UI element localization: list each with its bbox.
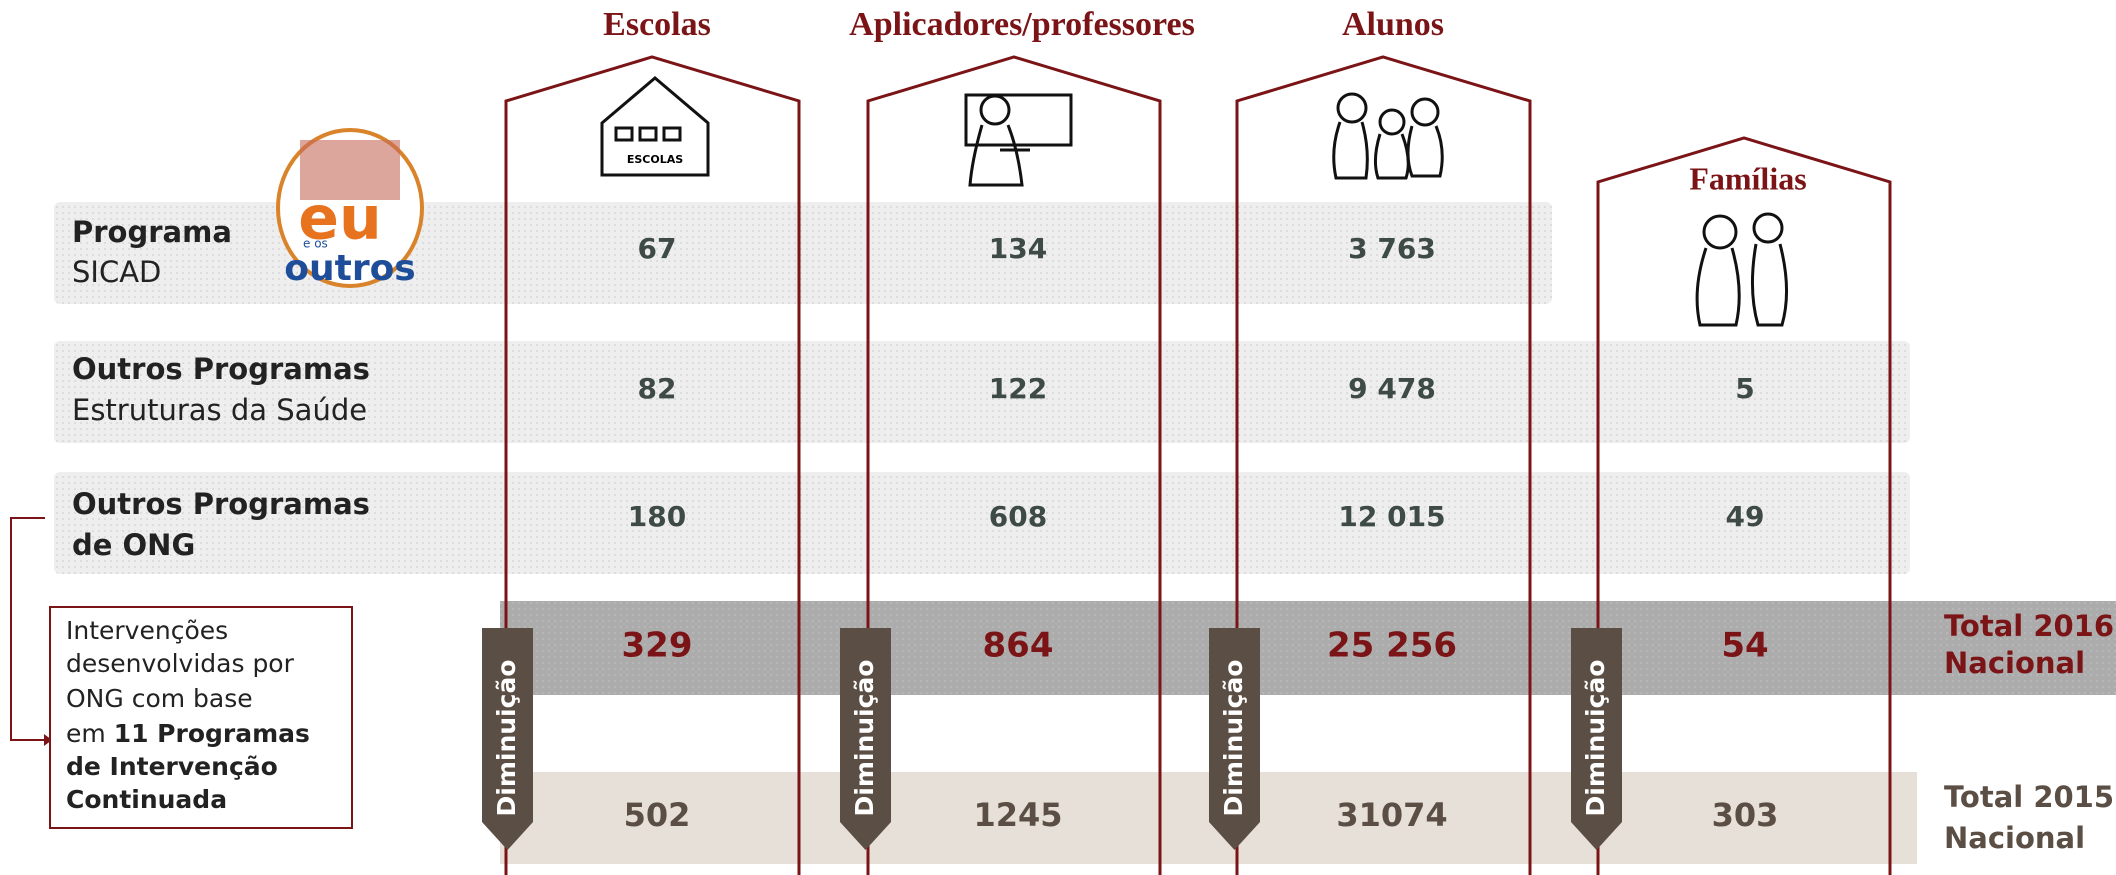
column-title: Alunos xyxy=(1342,6,1444,43)
cell-value: 82 xyxy=(638,372,677,405)
decrease-label: Diminuição xyxy=(1581,660,1610,817)
total-label: Total 2015 xyxy=(1944,780,2114,814)
note-line: em 11 Programas xyxy=(66,719,310,748)
row-band xyxy=(54,202,1552,304)
decrease-arrow xyxy=(1209,628,1260,850)
decrease-label: Diminuição xyxy=(1219,660,1248,817)
row-label: Outros Programas xyxy=(72,487,370,521)
logo-text: outros xyxy=(284,248,415,289)
column-title: Escolas xyxy=(603,6,711,43)
decrease-arrow xyxy=(840,628,891,850)
row-label: Programa xyxy=(72,215,232,249)
values: 67 134 3 763 82 122 9 478 5 180 608 12 015 49 329 86… xyxy=(482,232,1778,850)
row-band xyxy=(54,472,1910,574)
note: Intervenções desenvolvidas por ONG com b… xyxy=(66,616,310,814)
column-title: Aplicadores/professores xyxy=(849,6,1195,43)
icons xyxy=(600,76,1788,327)
logo-text: e os xyxy=(303,237,328,251)
cell-value: 12 015 xyxy=(1338,500,1445,533)
column-title: Famílias xyxy=(1689,160,1806,196)
cell-value: 67 xyxy=(638,232,677,265)
row-band xyxy=(54,341,1910,443)
cell-value: 122 xyxy=(989,372,1047,405)
note-line: em xyxy=(66,719,106,748)
decrease-label: Diminuição xyxy=(492,660,521,817)
row-label: Estruturas da Saúde xyxy=(72,393,367,427)
row-label: SICAD xyxy=(72,255,161,289)
total-band xyxy=(500,601,2116,695)
total-label: Nacional xyxy=(1944,646,2085,680)
note-line: ONG com base xyxy=(66,684,253,713)
cell-value: 608 xyxy=(989,500,1047,533)
icon-text: ESCOLAS xyxy=(627,153,683,166)
decrease-label: Diminuição xyxy=(850,660,879,817)
total-value: 864 xyxy=(983,626,1054,666)
note-box xyxy=(49,606,353,829)
cell-value: 49 xyxy=(1726,500,1765,533)
cell-value: 180 xyxy=(628,500,686,533)
total-value: 502 xyxy=(624,796,691,834)
total-value: 329 xyxy=(622,626,693,666)
cell-value: 3 763 xyxy=(1348,232,1436,265)
connector xyxy=(10,517,45,741)
logo: eu e os outros xyxy=(276,128,424,289)
total-value: 1245 xyxy=(973,796,1062,834)
total-labels: Total 2016 Nacional xyxy=(1944,609,2114,680)
cell-value: 9 478 xyxy=(1348,372,1436,405)
cell-value: 134 xyxy=(989,232,1047,265)
logo-text: eu xyxy=(298,184,381,254)
row-label: Outros Programas xyxy=(72,352,370,386)
column-frames xyxy=(504,55,1892,875)
note-line: Intervenções xyxy=(66,616,228,645)
note-line: 11 Programas xyxy=(114,719,310,748)
row-label: de ONG xyxy=(72,528,195,562)
total-labels: Total 2015 Nacional xyxy=(1944,780,2114,855)
total-band xyxy=(500,772,1917,864)
total-value: 25 256 xyxy=(1327,626,1457,666)
total-label: Nacional xyxy=(1944,821,2085,855)
cell-value: 5 xyxy=(1735,372,1754,405)
connector-arrow xyxy=(44,734,52,746)
total-label: Total 2016 xyxy=(1944,609,2114,643)
note-line: Continuada xyxy=(66,785,227,814)
note-line: desenvolvidas por xyxy=(66,649,295,678)
note-line: de Intervenção xyxy=(66,752,278,781)
decrease-arrow xyxy=(482,628,533,850)
decrease-arrow xyxy=(1571,628,1622,850)
total-value: 303 xyxy=(1712,796,1779,834)
total-value: 31074 xyxy=(1336,796,1447,834)
total-value: 54 xyxy=(1721,626,1768,666)
